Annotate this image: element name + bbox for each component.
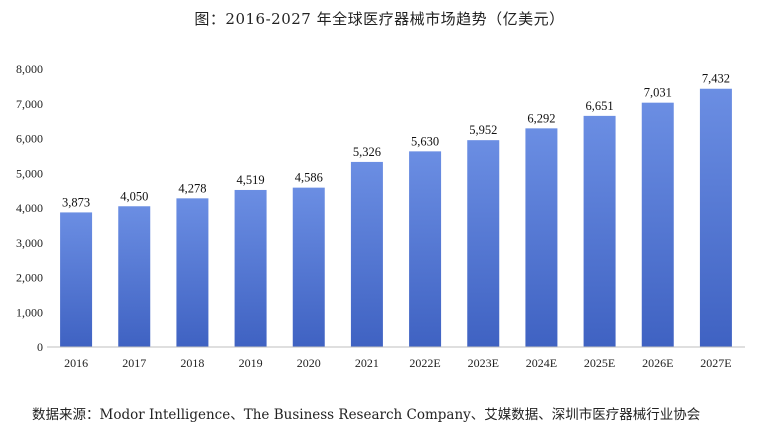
x-tick-label: 2022E bbox=[409, 356, 440, 370]
bar bbox=[409, 151, 442, 347]
x-tick-label: 2021 bbox=[355, 356, 379, 370]
data-label: 7,432 bbox=[702, 72, 730, 86]
x-tick-label: 2020 bbox=[297, 356, 321, 370]
bar bbox=[699, 88, 732, 347]
x-tick-label: 2023E bbox=[468, 356, 499, 370]
y-axis: 0 1,000 2,000 3,000 4,000 5,000 6,000 7,000 8,00… bbox=[16, 62, 43, 354]
x-axis: 2016 2017 2018 2019 2020 2021 2022E 2023E 2024E 2… bbox=[64, 356, 732, 370]
bars bbox=[60, 88, 732, 347]
data-label: 4,278 bbox=[178, 181, 206, 195]
data-label: 5,952 bbox=[469, 123, 497, 137]
data-label: 3,873 bbox=[62, 195, 90, 209]
data-label: 4,519 bbox=[237, 173, 265, 187]
data-label: 7,031 bbox=[644, 86, 672, 100]
x-tick-label: 2016 bbox=[64, 356, 88, 370]
bar bbox=[60, 212, 93, 347]
y-tick-label: 4,000 bbox=[16, 201, 43, 215]
data-label: 4,050 bbox=[120, 189, 148, 203]
x-tick-label: 2017 bbox=[122, 356, 146, 370]
y-tick-label: 1,000 bbox=[16, 305, 43, 319]
y-tick-label: 3,000 bbox=[16, 236, 43, 250]
bar bbox=[525, 128, 558, 347]
chart-title: 图：2016-2027 年全球医疗器械市场趋势（亿美元） bbox=[194, 10, 565, 28]
x-tick-label: 2024E bbox=[526, 356, 557, 370]
data-labels: 3,873 4,050 4,278 4,519 4,586 5,326 5,630 5,952… bbox=[62, 72, 730, 210]
bar bbox=[118, 206, 151, 347]
bar bbox=[583, 115, 616, 347]
y-tick-label: 0 bbox=[37, 340, 43, 354]
bar bbox=[234, 189, 267, 347]
data-label: 6,292 bbox=[527, 111, 555, 125]
y-tick-label: 2,000 bbox=[16, 271, 43, 285]
x-tick-label: 2026E bbox=[642, 356, 673, 370]
source-note: 数据来源：Modor Intelligence、The Business Res… bbox=[32, 407, 701, 423]
data-label: 6,651 bbox=[586, 99, 614, 113]
x-tick-label: 2025E bbox=[584, 356, 615, 370]
y-tick-label: 8,000 bbox=[16, 62, 43, 76]
x-tick-label: 2027E bbox=[700, 356, 731, 370]
y-tick-label: 6,000 bbox=[16, 132, 43, 146]
x-tick-label: 2019 bbox=[239, 356, 263, 370]
bar bbox=[467, 140, 500, 347]
y-tick-label: 5,000 bbox=[16, 166, 43, 180]
x-tick-label: 2018 bbox=[180, 356, 204, 370]
y-tick-label: 7,000 bbox=[16, 97, 43, 111]
data-label: 4,586 bbox=[295, 171, 323, 185]
bar bbox=[641, 102, 674, 347]
bar bbox=[350, 161, 383, 347]
data-label: 5,326 bbox=[353, 145, 381, 159]
bar bbox=[176, 198, 209, 347]
data-label: 5,630 bbox=[411, 134, 439, 148]
bar bbox=[292, 187, 325, 347]
